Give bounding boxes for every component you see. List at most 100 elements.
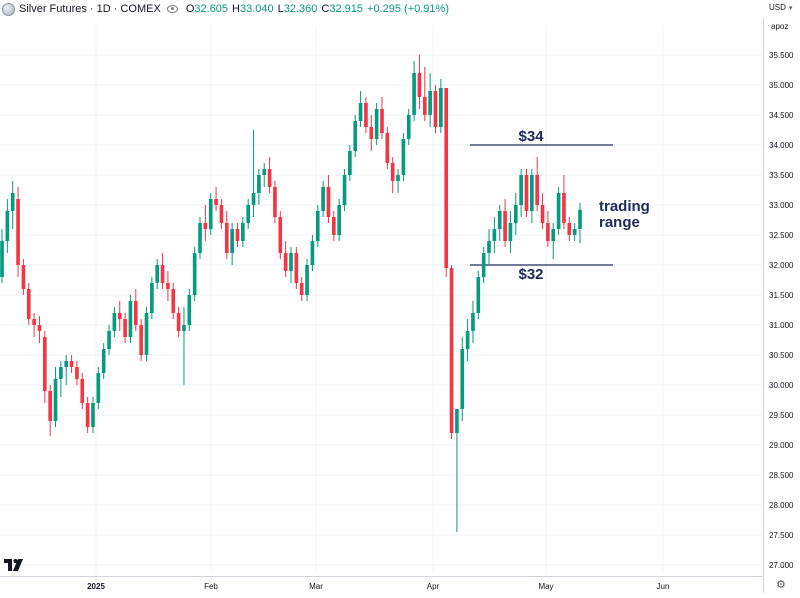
candle: [331, 211, 336, 241]
candle: [369, 115, 374, 151]
candle-body: [112, 313, 117, 331]
candle: [476, 271, 481, 319]
candle: [540, 193, 545, 229]
candle-body: [48, 391, 52, 421]
candle: [439, 79, 443, 133]
candle-body: [465, 331, 470, 349]
scale-mode-label[interactable]: apoz: [771, 22, 789, 31]
candle: [481, 247, 486, 283]
price-tick-label: 35.500: [769, 51, 794, 60]
price-tick-label: 28.500: [769, 471, 794, 480]
candle-body: [385, 133, 390, 163]
grid: [0, 26, 763, 573]
eye-icon[interactable]: [166, 5, 178, 13]
price-tick-label: 30.500: [769, 351, 794, 360]
candle-body: [21, 265, 26, 289]
price-tick-label: 29.000: [769, 441, 794, 450]
candle-body: [107, 331, 111, 349]
level-label: $32: [518, 266, 543, 283]
candle-body: [42, 337, 47, 391]
candle-body: [513, 205, 518, 223]
candle: [262, 163, 267, 187]
candle-body: [257, 175, 261, 193]
candle-body: [235, 229, 240, 241]
candle: [230, 223, 234, 265]
candle-body: [572, 229, 577, 235]
candle: [412, 61, 416, 121]
time-axis[interactable]: 2025 Feb Mar Apr May Jun: [0, 576, 763, 592]
candle: [556, 187, 561, 235]
candle-body: [374, 109, 379, 139]
candle-body: [396, 175, 400, 181]
candle: [283, 241, 288, 277]
candle-body: [80, 379, 85, 403]
candle: [353, 115, 358, 157]
candle-body: [251, 193, 256, 205]
candle: [578, 202, 582, 244]
chart-header: Silver Futures · 1D · COMEX O32.605 H33.…: [0, 0, 760, 18]
open-readout: O32.605: [185, 3, 229, 15]
candle: [267, 157, 272, 193]
candle-body: [503, 211, 507, 241]
candle: [315, 205, 320, 247]
candle: [219, 199, 224, 229]
price-axis[interactable]: 35.500 35.000 34.500 34.000 33.500 33.000 32.5…: [763, 18, 795, 593]
candle-body: [449, 268, 454, 433]
candle: [401, 133, 406, 181]
candle: [535, 157, 540, 211]
candle-body: [315, 211, 320, 241]
candle-body: [246, 205, 251, 223]
candle-body: [348, 151, 352, 175]
candle: [208, 193, 213, 235]
candle: [166, 271, 170, 301]
candle: [171, 283, 176, 319]
candle-body: [26, 289, 31, 319]
candle-body: [182, 325, 186, 331]
gear-icon[interactable]: ⚙: [776, 579, 786, 591]
candle: [48, 385, 52, 436]
candle-body: [428, 91, 432, 115]
candle-body: [166, 283, 170, 289]
candle: [406, 109, 411, 145]
time-tick-label: Jun: [657, 582, 670, 591]
candle: [385, 127, 390, 169]
candle: [139, 319, 143, 361]
candle: [214, 187, 218, 211]
candle: [85, 397, 90, 433]
high-readout: H33.040: [232, 3, 274, 15]
tradingview-logo-icon[interactable]: [4, 558, 26, 576]
symbol-title[interactable]: Silver Futures · 1D · COMEX: [19, 3, 161, 15]
candle: [80, 373, 85, 409]
currency-selector[interactable]: USD: [769, 3, 792, 12]
candle: [26, 283, 31, 325]
candle: [460, 337, 465, 421]
candle-body: [144, 313, 149, 355]
candle: [562, 175, 566, 229]
candle-body: [32, 319, 36, 325]
candle-body: [203, 223, 208, 229]
candle: [465, 319, 470, 361]
price-tick-label: 29.500: [769, 411, 794, 420]
candles: [0, 55, 582, 532]
candle: [326, 175, 331, 223]
candle: [42, 331, 47, 403]
candle-body: [273, 187, 277, 217]
candle: [455, 409, 459, 532]
candle-body: [294, 253, 299, 283]
candle: [198, 217, 202, 259]
candle-body: [460, 349, 465, 409]
candle-body: [455, 409, 459, 433]
candle: [112, 307, 117, 337]
candle-body: [406, 115, 411, 139]
candle-body: [96, 373, 101, 403]
candle-body: [439, 88, 443, 127]
candle-body: [508, 223, 513, 241]
candle: [150, 277, 154, 319]
candle-body: [75, 367, 79, 379]
candle-body: [192, 253, 197, 295]
change-readout: +0.295 (+0.91%): [367, 3, 449, 15]
candle: [294, 247, 299, 289]
candle: [492, 217, 497, 253]
